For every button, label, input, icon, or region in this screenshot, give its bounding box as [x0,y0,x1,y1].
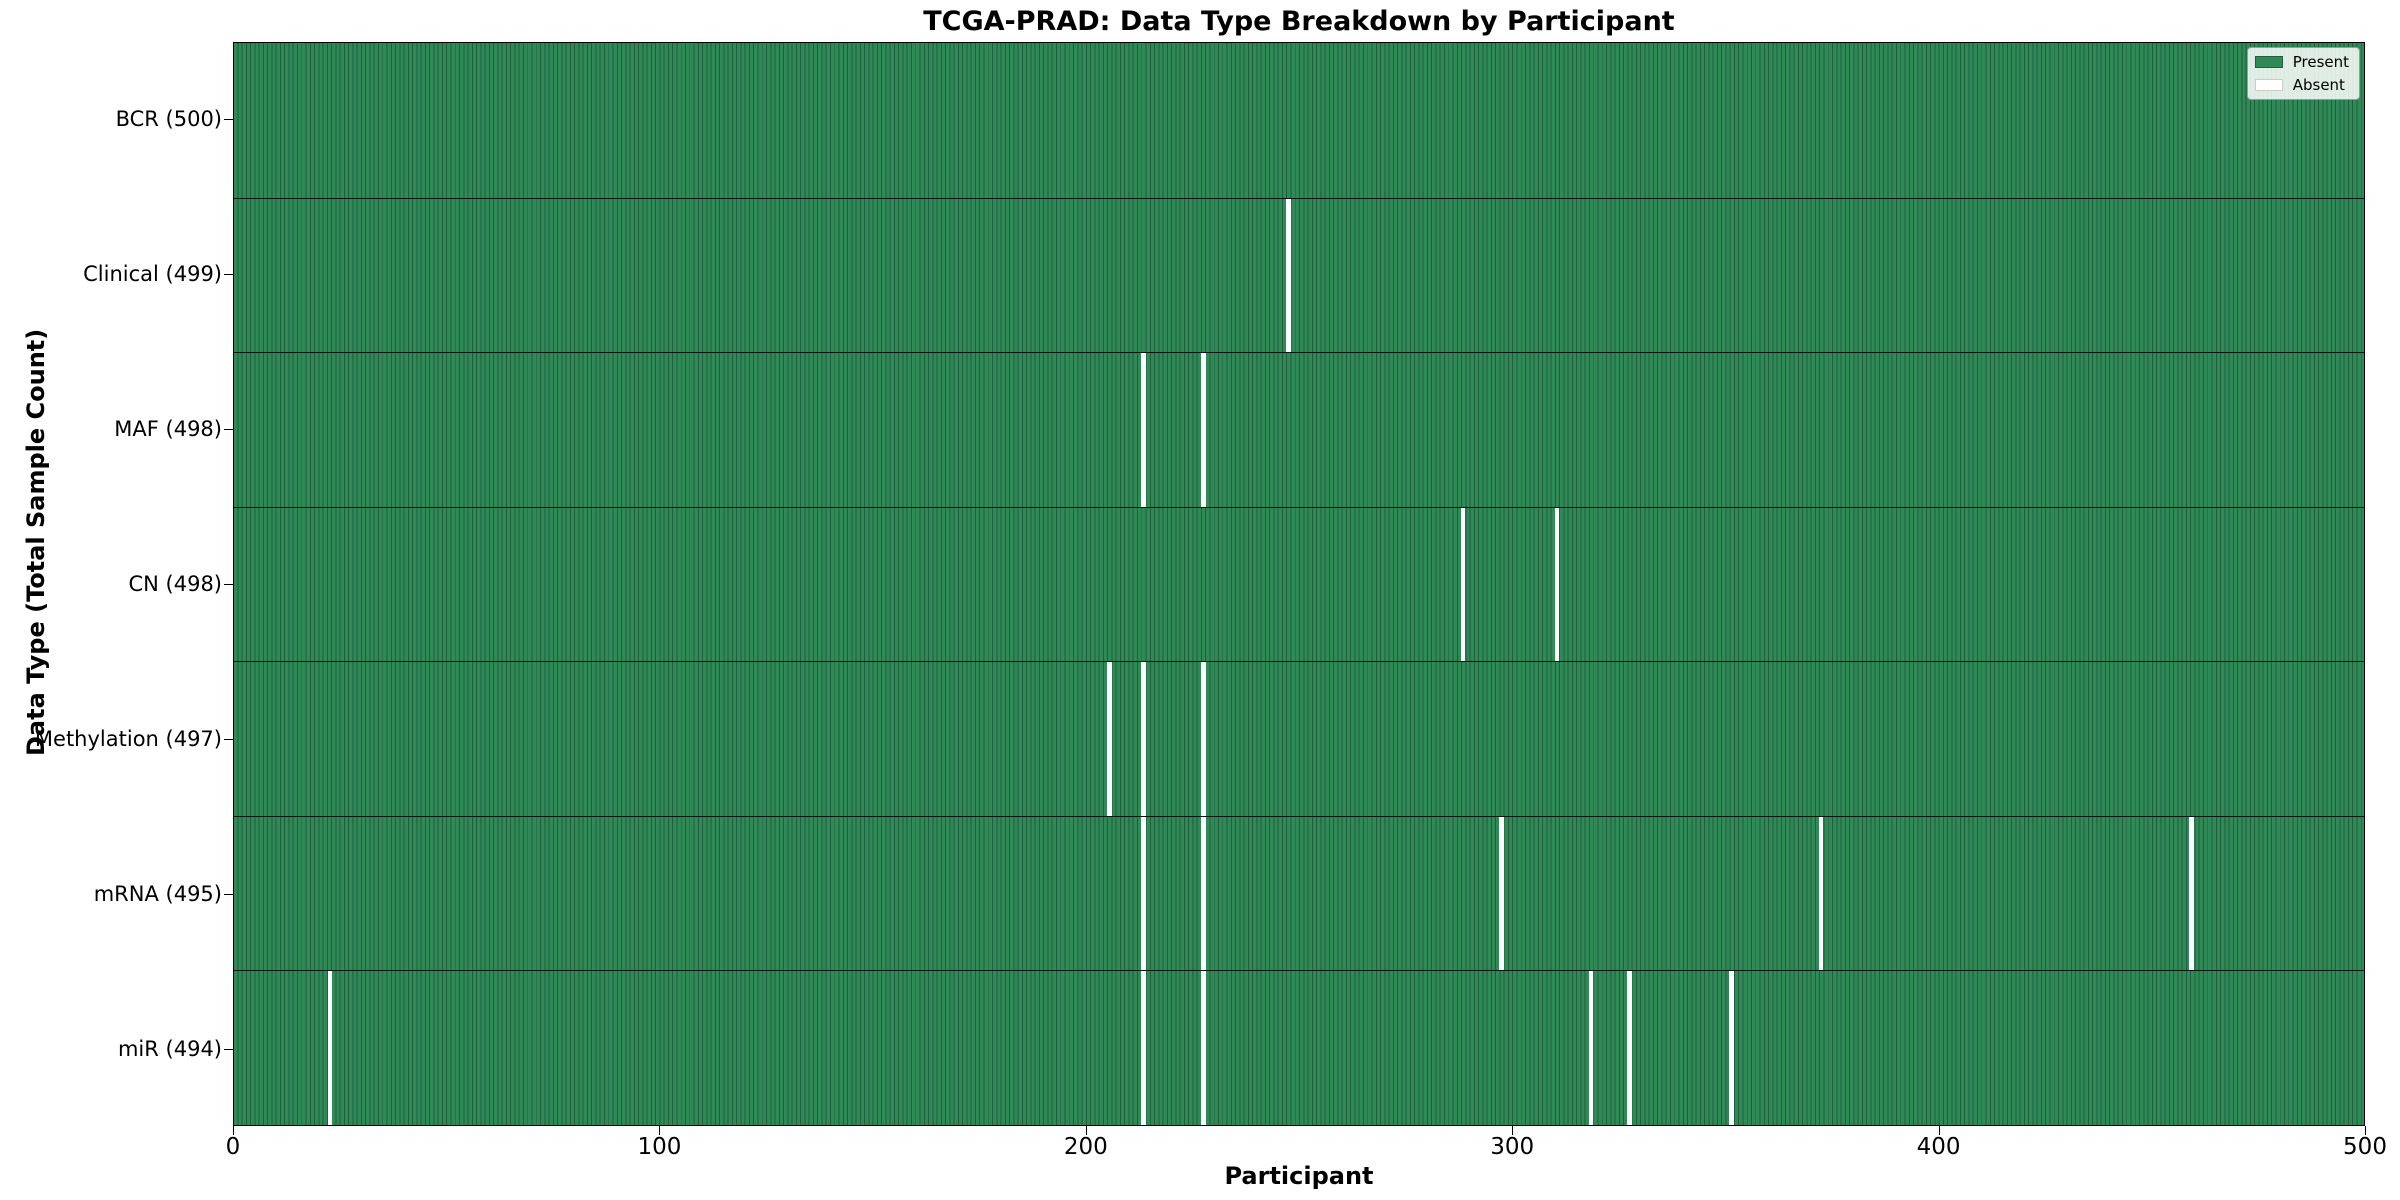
absent-gap [1286,198,1291,353]
x-axis-label: Participant [1224,1162,1374,1190]
heatmap-row [234,506,2364,662]
legend-entry: Absent [2254,76,2349,94]
y-tick-mark [224,584,233,585]
y-tick-label: MAF (498) [114,417,222,442]
absent-gap [2189,816,2194,971]
x-tick-mark [1512,1126,1514,1135]
absent-gap [1554,507,1560,662]
x-tick-mark [1938,1126,1940,1135]
x-tick-label: 200 [1063,1134,1108,1160]
legend-label: Absent [2292,76,2345,94]
absent-gap [1107,662,1112,816]
absent-gap [1201,662,1206,816]
x-tick-mark [2365,1126,2366,1135]
absent-gap [1729,971,1734,1125]
absent-gap [1818,816,1824,971]
legend-label: Present [2292,53,2349,71]
absent-gap [1201,816,1206,971]
y-tick-mark [224,119,233,121]
legend-swatch-absent [2254,79,2283,91]
x-tick-mark [233,1126,234,1135]
heatmap-row [234,197,2364,353]
y-tick-mark [224,1048,233,1050]
absent-gap [1588,971,1594,1125]
x-tick-label: 500 [2343,1134,2387,1160]
x-tick-label: 300 [1490,1134,1535,1160]
absent-gap [1499,816,1504,971]
absent-gap [327,971,333,1125]
legend: Present Absent [2246,47,2360,100]
heatmap-row [234,352,2364,507]
heatmap-row [234,661,2364,816]
y-tick-label: CN (498) [128,572,222,596]
x-tick-label: 0 [225,1134,241,1160]
absent-gap [1201,353,1206,507]
x-tick-label: 100 [637,1134,682,1160]
plot-area: Present Absent [233,42,2365,1126]
absent-gap [1201,971,1206,1125]
heatmap-row [234,43,2364,198]
y-tick-label: Methylation (497) [34,726,222,751]
x-tick-mark [659,1126,661,1135]
heatmap-row [234,970,2364,1125]
y-tick-mark [224,429,233,431]
y-tick-mark [224,893,233,895]
heatmap-row [234,815,2364,971]
absent-gap [1627,971,1632,1125]
y-tick-label: mRNA (495) [93,881,222,906]
y-tick-label: BCR (500) [115,107,222,132]
absent-gap [1141,971,1146,1125]
y-tick-label: Clinical (499) [83,262,222,287]
absent-gap [1141,816,1146,971]
chart-title: TCGA-PRAD: Data Type Breakdown by Partic… [923,6,1675,37]
x-tick-mark [1085,1126,1087,1135]
y-tick-mark [224,738,233,740]
y-tick-mark [224,274,233,276]
legend-swatch-present [2254,56,2283,68]
x-tick-label: 400 [1916,1134,1961,1160]
absent-gap [1141,353,1146,507]
legend-entry: Present [2254,53,2349,71]
absent-gap [1460,507,1466,662]
absent-gap [1141,662,1146,816]
y-tick-label: miR (494) [117,1036,222,1061]
